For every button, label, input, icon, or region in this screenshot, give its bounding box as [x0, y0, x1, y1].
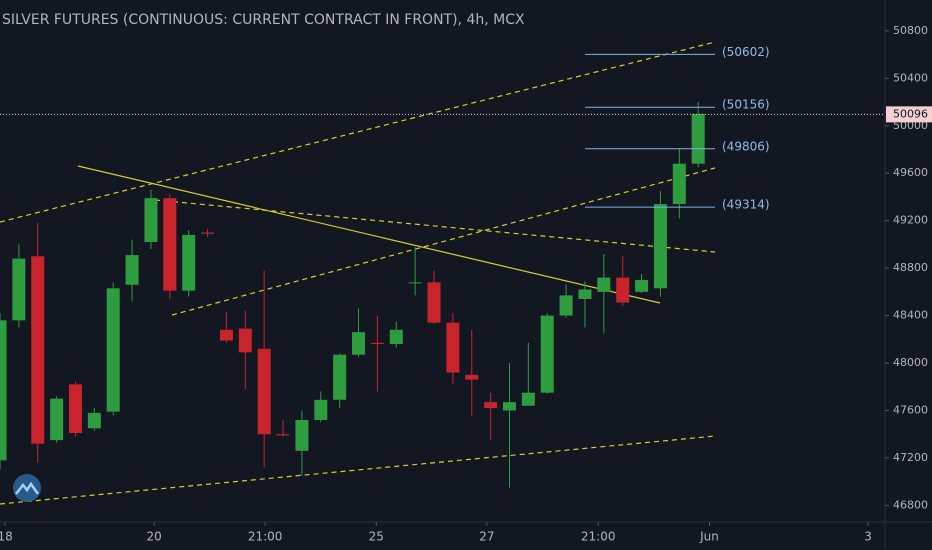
candle-body	[672, 163, 686, 205]
x-tick-label: 20	[147, 530, 162, 544]
channel-line	[171, 167, 716, 316]
last-price-box	[886, 106, 932, 123]
candle-body	[12, 258, 26, 321]
trend-line	[77, 165, 661, 304]
candle-body	[295, 419, 309, 451]
y-tick-label: 49200	[893, 214, 928, 227]
price-level-label: (49806)	[722, 139, 770, 153]
candle-body	[578, 289, 592, 299]
candle-body	[653, 204, 667, 289]
x-tick-label: 27	[479, 530, 494, 544]
channel-line	[154, 199, 716, 253]
x-tick-label: 3	[864, 530, 872, 544]
candle-body	[333, 354, 347, 400]
candle-body	[68, 384, 82, 434]
candle-body	[87, 412, 101, 429]
candle-body	[616, 277, 630, 303]
candle-body	[502, 402, 516, 411]
candle-body	[125, 255, 139, 285]
candle-body	[314, 399, 328, 420]
candle-body	[484, 402, 498, 409]
candle-body	[219, 329, 233, 341]
candle-body	[559, 295, 573, 316]
candle-body	[257, 348, 271, 435]
candle-body	[163, 198, 177, 291]
y-tick-label: 48000	[893, 356, 928, 369]
candle-body	[144, 198, 158, 243]
candle-body	[0, 320, 7, 461]
candle-body	[540, 315, 554, 393]
chart-title: SILVER FUTURES (CONTINUOUS: CURRENT CONT…	[2, 12, 525, 28]
candle-body	[352, 332, 366, 355]
candle-body	[201, 232, 215, 234]
marks	[0, 102, 705, 488]
y-tick-label: 50800	[893, 24, 928, 37]
price-level-label: (49314)	[722, 198, 770, 212]
y-tick-label: 46800	[893, 498, 928, 511]
x-tick-label: Jun	[699, 530, 719, 544]
candle-body	[182, 234, 196, 291]
candle-body	[597, 277, 611, 292]
price-level-label: (50156)	[722, 98, 770, 112]
channel-line	[0, 41, 716, 223]
price-level-label: (50602)	[722, 45, 770, 59]
y-tick-label: 49600	[893, 166, 928, 179]
channel-line	[0, 435, 716, 505]
candle-body	[389, 329, 403, 345]
candle-body	[446, 322, 460, 373]
last-price-label: 50096	[893, 107, 928, 120]
candle-body	[370, 342, 384, 345]
candle-body	[31, 256, 45, 444]
y-tick-label: 47600	[893, 403, 928, 416]
candle-body	[50, 398, 64, 441]
candle-body	[408, 282, 422, 284]
x-tick-label: 21:00	[581, 530, 616, 544]
candle-body	[521, 392, 535, 406]
y-tick-label: 48800	[893, 261, 928, 274]
x-tick-label: 25	[369, 530, 384, 544]
x-tick-label: 21:00	[248, 530, 283, 544]
candle-body	[427, 282, 441, 323]
x-tick-label: 18	[0, 530, 13, 544]
candle-body	[635, 279, 649, 292]
candle-body	[106, 288, 120, 412]
candle-body	[238, 328, 252, 353]
y-tick-label: 47200	[893, 451, 928, 464]
trend-lines	[0, 41, 716, 505]
logo-mark	[15, 481, 40, 495]
candle-body	[276, 434, 290, 436]
y-tick-label: 50400	[893, 71, 928, 84]
y-tick-label: 48400	[893, 309, 928, 322]
candle-body	[691, 113, 705, 164]
candle-body	[465, 374, 479, 380]
